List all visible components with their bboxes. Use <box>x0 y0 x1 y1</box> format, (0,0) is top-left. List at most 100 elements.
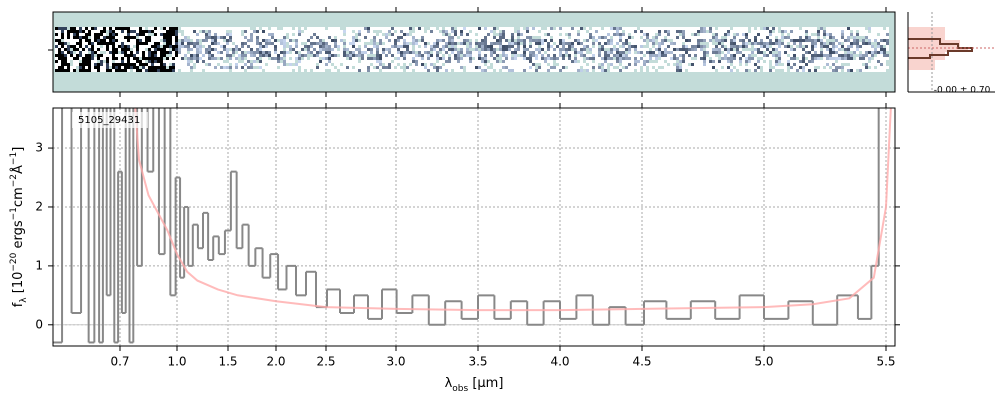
pixel <box>733 27 736 30</box>
pixel <box>553 30 556 33</box>
pixel <box>841 39 844 42</box>
pixel <box>169 27 172 30</box>
pixel <box>715 60 718 63</box>
pixel <box>715 30 718 33</box>
pixel <box>382 30 385 33</box>
pixel <box>697 36 700 39</box>
pixel <box>307 42 310 45</box>
pixel <box>451 27 454 30</box>
pixel <box>784 57 787 60</box>
pixel <box>385 48 388 51</box>
pixel <box>319 63 322 66</box>
pixel <box>349 45 352 48</box>
pixel <box>721 33 724 36</box>
pixel <box>379 45 382 48</box>
pixel <box>478 69 481 72</box>
pixel <box>256 33 259 36</box>
pixel <box>97 69 100 72</box>
pixel <box>793 51 796 54</box>
pixel <box>520 36 523 39</box>
pixel <box>508 60 511 63</box>
pixel <box>73 54 76 57</box>
pixel <box>487 63 490 66</box>
pixel <box>421 60 424 63</box>
pixel <box>535 51 538 54</box>
pixel <box>223 48 226 51</box>
pixel <box>235 63 238 66</box>
pixel <box>661 33 664 36</box>
pixel <box>781 42 784 45</box>
pixel <box>538 69 541 72</box>
pixel <box>532 51 535 54</box>
pixel <box>319 27 322 30</box>
pixel <box>70 69 73 72</box>
pixel <box>91 66 94 69</box>
pixel <box>871 69 874 72</box>
pixel <box>760 45 763 48</box>
pixel <box>187 54 190 57</box>
pixel <box>487 42 490 45</box>
pixel <box>697 54 700 57</box>
pixel <box>133 48 136 51</box>
pixel <box>649 39 652 42</box>
pixel <box>286 30 289 33</box>
pixel <box>334 42 337 45</box>
pixel <box>400 54 403 57</box>
pixel <box>76 48 79 51</box>
pixel <box>817 33 820 36</box>
pixel <box>511 27 514 30</box>
pixel <box>805 39 808 42</box>
pixel <box>64 51 67 54</box>
pixel <box>304 33 307 36</box>
pixel <box>868 42 871 45</box>
pixel <box>859 57 862 60</box>
pixel <box>706 51 709 54</box>
pixel <box>355 30 358 33</box>
pixel <box>142 57 145 60</box>
pixel <box>703 57 706 60</box>
pixel <box>391 66 394 69</box>
pixel <box>436 51 439 54</box>
pixel <box>586 42 589 45</box>
pixel <box>643 57 646 60</box>
pixel <box>97 63 100 66</box>
pixel <box>691 63 694 66</box>
pixel <box>694 42 697 45</box>
pixel <box>637 36 640 39</box>
pixel <box>313 51 316 54</box>
pixel <box>427 51 430 54</box>
pixel <box>424 45 427 48</box>
pixel <box>511 39 514 42</box>
pixel <box>445 36 448 39</box>
pixel <box>667 45 670 48</box>
pixel <box>394 48 397 51</box>
pixel <box>838 66 841 69</box>
pixel <box>856 39 859 42</box>
pixel <box>460 48 463 51</box>
pixel <box>700 66 703 69</box>
pixel <box>361 45 364 48</box>
pixel <box>805 60 808 63</box>
pixel <box>280 42 283 45</box>
pixel <box>208 33 211 36</box>
pixel <box>457 60 460 63</box>
pixel <box>865 42 868 45</box>
pixel <box>664 45 667 48</box>
pixel <box>481 33 484 36</box>
pixel <box>721 45 724 48</box>
pixel <box>568 27 571 30</box>
pixel <box>658 63 661 66</box>
pixel <box>523 66 526 69</box>
pixel <box>484 57 487 60</box>
pixel <box>868 45 871 48</box>
pixel <box>148 57 151 60</box>
pixel <box>154 66 157 69</box>
pixel <box>178 48 181 51</box>
x-tick-label: 4.0 <box>550 355 569 369</box>
pixel <box>301 27 304 30</box>
pixel <box>817 69 820 72</box>
pixel <box>883 51 886 54</box>
pixel <box>886 42 889 45</box>
pixel <box>157 39 160 42</box>
pixel <box>781 45 784 48</box>
